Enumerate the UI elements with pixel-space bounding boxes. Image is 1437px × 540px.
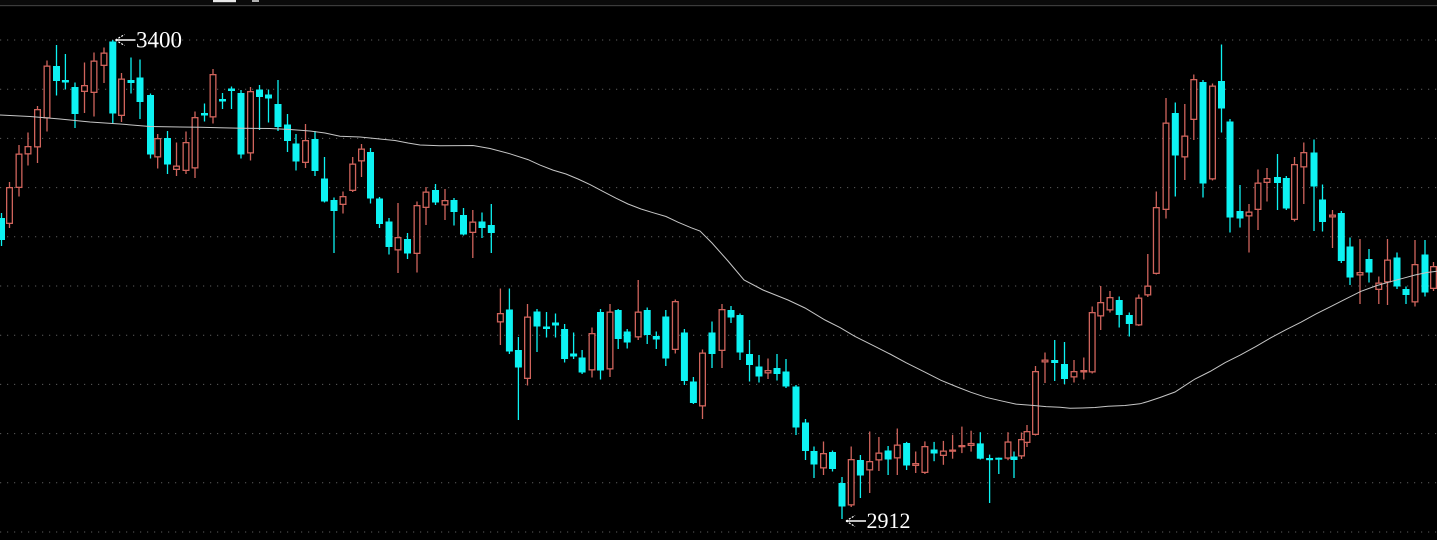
svg-text:3400: 3400	[136, 28, 182, 53]
svg-text:2912: 2912	[867, 508, 911, 533]
